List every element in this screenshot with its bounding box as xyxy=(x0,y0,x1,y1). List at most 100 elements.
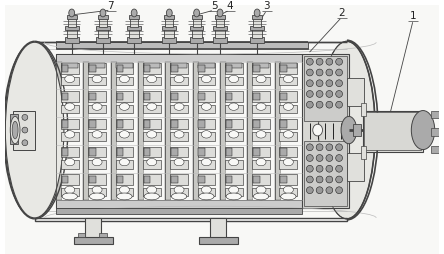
Bar xyxy=(56,201,302,208)
Ellipse shape xyxy=(100,10,106,18)
Ellipse shape xyxy=(336,144,342,151)
Bar xyxy=(431,111,440,119)
Bar xyxy=(170,119,188,130)
Bar xyxy=(304,142,347,206)
Bar xyxy=(198,147,215,157)
Ellipse shape xyxy=(144,193,159,200)
Ellipse shape xyxy=(194,10,199,18)
Bar xyxy=(65,26,79,30)
Bar xyxy=(89,93,96,101)
Ellipse shape xyxy=(316,81,323,87)
Bar xyxy=(190,38,203,44)
Ellipse shape xyxy=(306,144,313,151)
Bar xyxy=(253,64,269,68)
Ellipse shape xyxy=(147,186,157,194)
Ellipse shape xyxy=(131,10,137,18)
Ellipse shape xyxy=(92,186,102,194)
Ellipse shape xyxy=(117,193,132,200)
Bar xyxy=(67,16,77,20)
Bar xyxy=(143,161,161,169)
Ellipse shape xyxy=(316,176,323,183)
Bar xyxy=(431,146,440,154)
Bar xyxy=(144,93,151,101)
Ellipse shape xyxy=(256,186,266,194)
Bar xyxy=(67,29,77,39)
Ellipse shape xyxy=(283,131,293,138)
Bar xyxy=(252,64,270,75)
Ellipse shape xyxy=(326,81,333,87)
Bar xyxy=(143,64,161,75)
Bar xyxy=(99,233,107,237)
Bar xyxy=(62,62,83,201)
Ellipse shape xyxy=(313,125,322,136)
Ellipse shape xyxy=(147,76,157,83)
Bar xyxy=(89,66,96,73)
Ellipse shape xyxy=(316,59,323,66)
Bar xyxy=(61,78,79,86)
Bar xyxy=(56,62,62,201)
Bar xyxy=(225,64,242,75)
Ellipse shape xyxy=(306,176,313,183)
Ellipse shape xyxy=(283,159,293,166)
Bar xyxy=(35,43,347,221)
Bar xyxy=(89,176,96,183)
Bar xyxy=(129,16,139,20)
Bar xyxy=(144,176,151,183)
Ellipse shape xyxy=(336,59,342,66)
Ellipse shape xyxy=(316,70,323,77)
Ellipse shape xyxy=(92,131,102,138)
Ellipse shape xyxy=(306,91,313,98)
Bar xyxy=(163,26,176,30)
Bar xyxy=(56,208,302,214)
Ellipse shape xyxy=(326,166,333,172)
Bar xyxy=(252,119,270,130)
Bar xyxy=(198,188,215,197)
Bar xyxy=(163,38,176,44)
Bar xyxy=(171,149,178,156)
Bar xyxy=(62,66,68,73)
Ellipse shape xyxy=(283,104,293,111)
Bar xyxy=(347,79,365,106)
Ellipse shape xyxy=(254,193,269,200)
Ellipse shape xyxy=(256,131,266,138)
Ellipse shape xyxy=(119,76,129,83)
Bar xyxy=(56,55,302,208)
Bar xyxy=(253,176,260,183)
Bar xyxy=(56,43,308,50)
Bar xyxy=(281,121,287,128)
Bar xyxy=(252,147,270,157)
Bar xyxy=(252,16,262,20)
Ellipse shape xyxy=(256,159,266,166)
Bar xyxy=(88,161,106,169)
Bar xyxy=(62,64,78,68)
Ellipse shape xyxy=(283,186,293,194)
Text: 5: 5 xyxy=(211,1,218,11)
Bar xyxy=(170,188,188,197)
Bar xyxy=(143,188,161,197)
Bar xyxy=(198,121,205,128)
Ellipse shape xyxy=(336,166,342,172)
Ellipse shape xyxy=(92,159,102,166)
Bar xyxy=(198,133,215,141)
Bar xyxy=(61,161,79,169)
Bar xyxy=(88,174,106,185)
Bar xyxy=(115,133,133,141)
Bar xyxy=(88,92,106,102)
Bar xyxy=(253,19,261,27)
Bar xyxy=(166,19,173,27)
Bar xyxy=(96,26,110,30)
Ellipse shape xyxy=(254,10,260,18)
Ellipse shape xyxy=(326,144,333,151)
Bar xyxy=(117,62,138,201)
Bar xyxy=(281,176,287,183)
Bar xyxy=(171,121,178,128)
Bar xyxy=(115,92,133,102)
Bar xyxy=(225,133,242,141)
Bar xyxy=(89,64,105,68)
Bar xyxy=(302,55,349,208)
Bar xyxy=(88,105,106,114)
Bar xyxy=(116,176,123,183)
Bar xyxy=(129,29,139,39)
Ellipse shape xyxy=(92,76,102,83)
Bar xyxy=(215,29,225,39)
